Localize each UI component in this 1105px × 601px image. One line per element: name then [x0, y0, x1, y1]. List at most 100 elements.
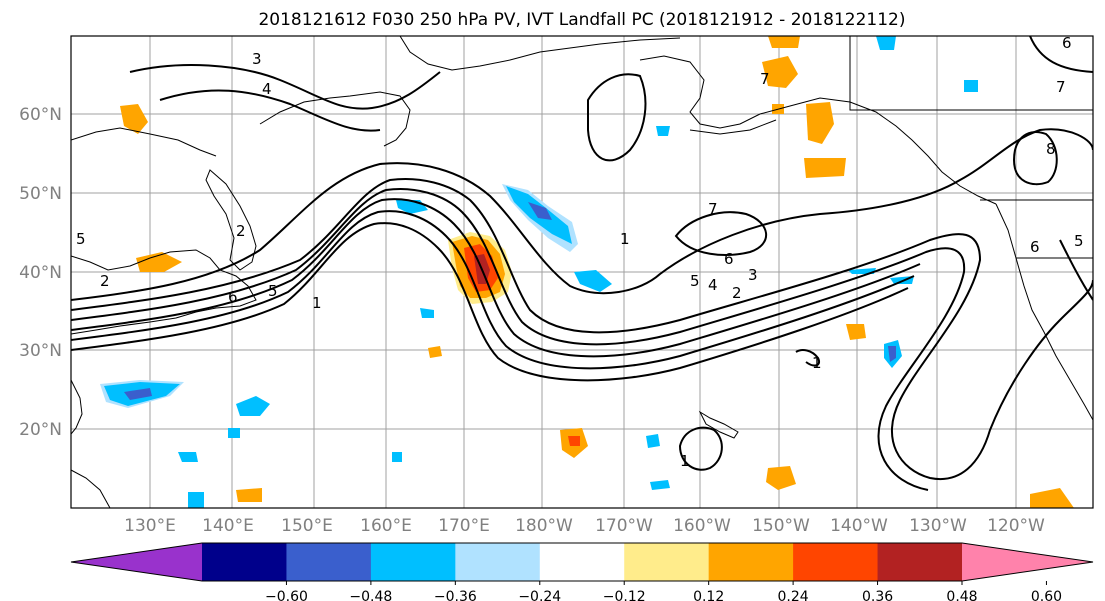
colorbar-segment [455, 543, 541, 581]
ivt-blob-positive [428, 346, 442, 358]
lon-label: 160°W [673, 516, 731, 536]
lon-label: 170°E [438, 516, 490, 536]
contour-label: 1 [812, 354, 822, 372]
colorbar-segment [624, 543, 710, 581]
ivt-blob-positive [768, 36, 800, 48]
contour-label: 2 [236, 222, 246, 240]
contour-9 [674, 211, 768, 256]
border-canada [849, 36, 1093, 111]
contour-12 [1029, 36, 1093, 73]
contour-label: 2 [100, 272, 110, 290]
ivt-blob-negative [236, 396, 270, 416]
ivt-blob-negative [178, 452, 198, 462]
lat-label: 50°N [19, 184, 62, 204]
lon-label: 130°W [909, 516, 967, 536]
coast-japan [205, 169, 257, 271]
coast-alaska-west [639, 55, 761, 129]
coast-okhotsk [71, 127, 217, 157]
ivt-blob-negative [392, 452, 402, 462]
contour-label: 1 [620, 230, 630, 248]
ivt-blob-negative [574, 270, 612, 292]
lon-label: 140°W [830, 516, 888, 536]
colorbar-labels: −0.60 −0.48 −0.36 −0.24 −0.12 0.12 0.24 0.36 0.4… [265, 581, 1062, 601]
ivt-blob-positive [762, 56, 798, 88]
ivt-blob-negative [650, 480, 670, 490]
contour-label: 5 [76, 230, 86, 248]
coast-philippines [71, 379, 83, 435]
contour-label: 4 [262, 80, 272, 98]
contour-label: 6 [228, 288, 238, 306]
coast-siberia [399, 36, 681, 71]
contour-label: 5 [268, 282, 278, 300]
ivt-blob-negative [848, 268, 876, 274]
ivt-blob-positive [1030, 488, 1074, 508]
ivt-blob-negative [420, 308, 434, 318]
ivt-blob-negative [646, 434, 660, 448]
colorbar-tick-label: 0.60 [1031, 589, 1062, 601]
contour-label: 1 [680, 452, 690, 470]
colorbar-tick-label: −0.12 [603, 589, 646, 601]
ivt-blob-negative [528, 202, 552, 220]
figure-title: 2018121612 F030 250 hPa PV, IVT Landfall… [258, 10, 905, 30]
colorbar-tick-label: −0.60 [265, 589, 308, 601]
coast-alaska-gulf [759, 97, 997, 205]
ivt-blob-negative [228, 428, 240, 438]
lon-label: 150°E [281, 516, 333, 536]
ivt-blob-positive [846, 324, 866, 340]
contour-label: 7 [708, 200, 718, 218]
colorbar-tick-label: 0.24 [778, 589, 809, 601]
ivt-blob-positive [804, 158, 846, 178]
colorbar-tick-label: −0.48 [349, 589, 392, 601]
contour-6 [71, 128, 1093, 301]
ivt-blob-negative [888, 346, 896, 362]
lon-label: 180°W [515, 516, 573, 536]
contour-label: 5 [690, 272, 700, 290]
coastlines [71, 36, 1093, 508]
contour-label: 6 [1062, 34, 1072, 52]
contour-4 [71, 210, 915, 370]
lat-label: 30°N [19, 341, 62, 361]
contour-label: 8 [1046, 140, 1056, 158]
lat-label: 60°N [19, 105, 62, 125]
contour-label: 7 [760, 70, 770, 88]
contour-label: 3 [252, 50, 262, 68]
ivt-blob-positive [766, 466, 796, 490]
lat-label: 40°N [19, 263, 62, 283]
map-panel: 3 4 5 6 5 1 2 1 7 6 5 4 3 2 1 7 8 7 6 6 [70, 34, 1094, 509]
contour-labels: 3 4 5 6 5 1 2 1 7 6 5 4 3 2 1 7 8 7 6 6 [76, 34, 1084, 470]
contour-label: 1 [312, 294, 322, 312]
colorbar-segment [539, 543, 625, 581]
colorbar-segment [370, 543, 456, 581]
lon-label: 150°W [752, 516, 810, 536]
contour-1 [71, 178, 1093, 481]
colorbar-tick-label: 0.12 [693, 589, 724, 601]
contour-label: 7 [1056, 78, 1066, 96]
colorbar-tick-label: −0.24 [518, 589, 561, 601]
ivt-blob-negative [124, 388, 152, 400]
ivt-blob-positive [568, 436, 580, 446]
lon-label: 160°E [360, 516, 412, 536]
contour-label: 3 [748, 266, 758, 284]
coast-se-asia [71, 469, 111, 508]
contour-label: 5 [1074, 232, 1084, 250]
ivt-blob-negative [188, 492, 204, 508]
contour-2 [71, 188, 966, 491]
ivt-blob-negative [656, 126, 670, 136]
contour-label: 2 [732, 284, 742, 302]
colorbar-segment [202, 543, 287, 581]
contour-label: 4 [708, 276, 718, 294]
ivt-blob-negative [964, 80, 978, 92]
contour-label: 6 [724, 250, 734, 268]
colorbar-tick-label: 0.48 [946, 589, 977, 601]
colorbar-segment [793, 543, 879, 581]
contour-13 [1059, 239, 1093, 301]
contour-15 [795, 349, 820, 367]
colorbar-extend-high [962, 543, 1093, 581]
colorbar-outline [70, 542, 1094, 582]
colorbar-segment [708, 543, 794, 581]
coast-hawaii [698, 410, 739, 439]
contour-3 [71, 198, 921, 358]
colorbar-tick-label: 0.36 [862, 589, 893, 601]
contour-label: 6 [1030, 238, 1040, 256]
